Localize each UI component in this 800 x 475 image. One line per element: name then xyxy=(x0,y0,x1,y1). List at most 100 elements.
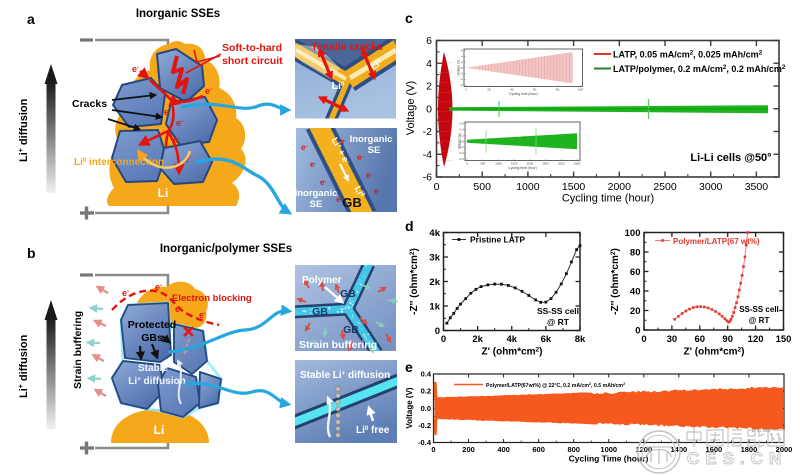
svg-text:60: 60 xyxy=(533,88,537,92)
svg-text:e-: e- xyxy=(132,64,139,74)
svg-text:3000: 3000 xyxy=(699,181,723,193)
svg-text:Inorganic: Inorganic xyxy=(295,188,338,199)
svg-text:Li: Li xyxy=(158,186,169,200)
svg-text:e-: e- xyxy=(176,118,183,128)
svg-text:1500: 1500 xyxy=(511,162,518,166)
svg-text:Polymer/LATP(67 wt%): Polymer/LATP(67 wt%) xyxy=(673,237,760,246)
svg-text:SE: SE xyxy=(310,199,323,210)
svg-text:4: 4 xyxy=(461,54,463,58)
svg-text:0.4: 0.4 xyxy=(460,127,465,131)
svg-text:e-: e- xyxy=(336,195,342,204)
svg-text:3500: 3500 xyxy=(745,181,769,193)
svg-text:0: 0 xyxy=(635,325,640,336)
svg-text:1000: 1000 xyxy=(516,181,540,193)
svg-text:2: 2 xyxy=(461,60,463,64)
svg-text:Soft-to-hard: Soft-to-hard xyxy=(222,42,282,54)
svg-text:6: 6 xyxy=(461,49,463,53)
svg-text:2k: 2k xyxy=(472,334,483,345)
svg-text:0: 0 xyxy=(431,445,435,454)
svg-text:Li: Li xyxy=(154,423,165,437)
svg-text:80: 80 xyxy=(556,88,560,92)
svg-text:1600: 1600 xyxy=(706,445,723,454)
svg-text:0.0: 0.0 xyxy=(421,404,431,413)
svg-text:2500: 2500 xyxy=(542,162,549,166)
svg-text:600: 600 xyxy=(532,445,545,454)
svg-text:-0.6: -0.6 xyxy=(459,157,465,161)
svg-text:Li+ diffusion: Li+ diffusion xyxy=(18,98,30,162)
svg-text:Voltage (V): Voltage (V) xyxy=(405,387,414,429)
svg-text:-6: -6 xyxy=(423,172,432,184)
svg-text:SS-SS cell: SS-SS cell xyxy=(739,305,779,314)
svg-text:8k: 8k xyxy=(575,334,586,345)
svg-text:Strain buffering: Strain buffering xyxy=(299,339,377,351)
svg-text:1000: 1000 xyxy=(600,445,617,454)
svg-text:60: 60 xyxy=(630,267,641,278)
svg-text:Polymer/LATP(67wt%) @ 22°C, 0.: Polymer/LATP(67wt%) @ 22°C, 0.2 mA/cm2, … xyxy=(486,382,625,389)
svg-text:Cracks: Cracks xyxy=(72,98,107,110)
svg-text:e: e xyxy=(405,359,413,375)
svg-text:4: 4 xyxy=(426,58,432,70)
svg-text:-6: -6 xyxy=(460,83,463,87)
svg-text:400: 400 xyxy=(497,445,510,454)
svg-text:GB: GB xyxy=(340,288,356,300)
svg-text:0.2: 0.2 xyxy=(460,133,465,137)
svg-text:SE: SE xyxy=(368,145,381,156)
svg-text:-0.2: -0.2 xyxy=(418,421,431,430)
svg-text:-4: -4 xyxy=(423,149,432,161)
svg-text:40: 40 xyxy=(630,286,641,297)
svg-text:Li-Li cells @50°: Li-Li cells @50° xyxy=(690,152,771,164)
svg-text:SS-SS cell: SS-SS cell xyxy=(537,306,579,316)
svg-text:150: 150 xyxy=(776,334,792,345)
svg-text:4k: 4k xyxy=(429,228,440,239)
svg-text:Li+ diffusion: Li+ diffusion xyxy=(128,376,185,387)
svg-text:b: b xyxy=(27,245,36,261)
svg-text:90: 90 xyxy=(722,334,733,345)
svg-text:e-: e- xyxy=(301,143,307,152)
svg-text:0: 0 xyxy=(466,162,468,166)
svg-text:800: 800 xyxy=(567,445,580,454)
svg-text:2: 2 xyxy=(426,81,432,93)
svg-text:e-: e- xyxy=(366,171,372,180)
svg-text:-0.2: -0.2 xyxy=(459,145,465,149)
svg-text:0.4: 0.4 xyxy=(421,370,432,379)
svg-text:Protected: Protected xyxy=(128,319,176,331)
svg-text:Li0: Li0 xyxy=(369,57,385,73)
svg-text:-0.4: -0.4 xyxy=(459,151,465,155)
svg-text:GBs: GBs xyxy=(141,332,163,344)
svg-text:GB: GB xyxy=(312,306,328,318)
svg-text:e-: e- xyxy=(122,288,129,298)
svg-text:0: 0 xyxy=(426,103,432,115)
svg-text:e-: e- xyxy=(320,178,326,187)
svg-text:Z' (ohm*cm2): Z' (ohm*cm2) xyxy=(481,347,542,358)
svg-text:1800: 1800 xyxy=(741,445,758,454)
svg-text:30: 30 xyxy=(667,334,678,345)
svg-text:Voltage (V): Voltage (V) xyxy=(405,81,417,135)
svg-text:c: c xyxy=(405,10,413,26)
svg-text:LATP, 0.05 mA/cm2, 0.025 mAh/c: LATP, 0.05 mA/cm2, 0.025 mAh/cm2 xyxy=(613,50,763,60)
svg-text:Cycling time (hour): Cycling time (hour) xyxy=(509,92,537,96)
svg-text:3k: 3k xyxy=(429,252,440,263)
svg-text:1400: 1400 xyxy=(671,445,688,454)
svg-text:@ RT: @ RT xyxy=(749,316,770,325)
svg-text:0.0: 0.0 xyxy=(460,139,465,143)
svg-text:100: 100 xyxy=(578,88,583,92)
svg-text:Polymer: Polymer xyxy=(302,275,342,286)
svg-text:e-: e- xyxy=(205,86,212,96)
svg-text:Li0 interconnection: Li0 interconnection xyxy=(74,157,164,168)
svg-text:Pristine LATP: Pristine LATP xyxy=(470,235,525,245)
svg-text:Voltage (V): Voltage (V) xyxy=(458,133,462,149)
svg-text:200: 200 xyxy=(462,445,475,454)
svg-text:-Z'' (ohm*cm2): -Z'' (ohm*cm2) xyxy=(610,248,621,315)
svg-text:3500: 3500 xyxy=(574,162,581,166)
svg-text:2000: 2000 xyxy=(776,445,793,454)
svg-text:Li+ diffusion: Li+ diffusion xyxy=(18,334,30,398)
svg-text:0.6: 0.6 xyxy=(460,122,465,126)
svg-text:500: 500 xyxy=(480,162,485,166)
svg-text:2500: 2500 xyxy=(653,181,677,193)
svg-text:20: 20 xyxy=(630,306,641,317)
svg-text:Cycling Time (hour): Cycling Time (hour) xyxy=(569,454,649,464)
svg-text:0: 0 xyxy=(641,334,646,345)
svg-text:6k: 6k xyxy=(541,334,552,345)
svg-text:LATP/polymer, 0.2 mA/cm2, 0.2: LATP/polymer, 0.2 mA/cm2, 0.2 mAh/cm2 xyxy=(613,64,786,74)
svg-text:2k: 2k xyxy=(429,277,440,288)
